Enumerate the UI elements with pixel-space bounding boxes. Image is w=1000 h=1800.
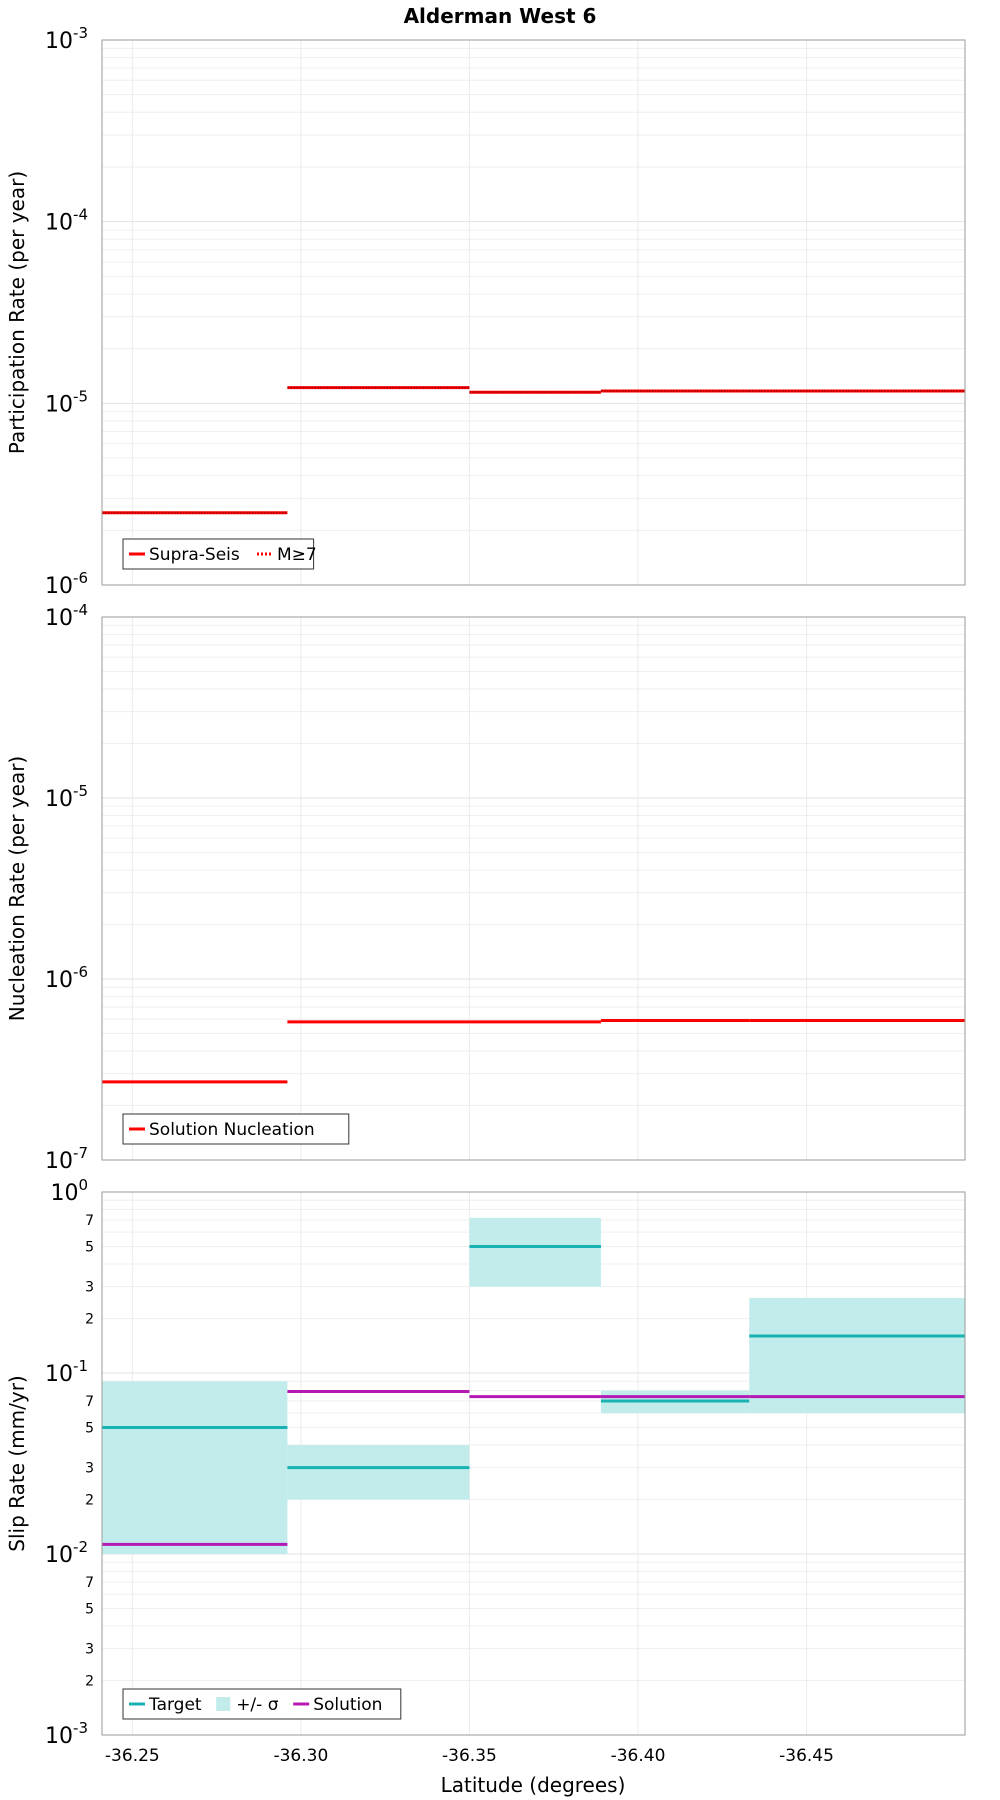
x-tick-label: -36.45 bbox=[779, 1746, 834, 1766]
sigma-band bbox=[102, 1381, 288, 1554]
plot-frame bbox=[101, 616, 966, 1161]
y-tick-label: 100 bbox=[50, 1176, 88, 1206]
y-axis-label: Nucleation Rate (per year) bbox=[5, 756, 29, 1021]
y-tick-label: 10-2 bbox=[45, 1538, 88, 1568]
legend-label: Solution Nucleation bbox=[149, 1120, 315, 1140]
chart-panel-3: 10-3 10-2 10-1 100 2 3 5 7 2 3 5 7 2 3 5 7 Slip Rate (mm… bbox=[5, 1176, 966, 1749]
y-tick-label: 10-7 bbox=[45, 1144, 88, 1174]
legend: Solution Nucleation bbox=[122, 1113, 350, 1145]
legend-swatch bbox=[216, 1697, 231, 1711]
y-axis-label: Slip Rate (mm/yr) bbox=[5, 1375, 29, 1551]
plot-area bbox=[102, 40, 965, 585]
y-minor-tick-label: 5 bbox=[85, 1239, 94, 1255]
legend-box bbox=[122, 1113, 350, 1145]
y-tick-label: 10-3 bbox=[45, 24, 88, 54]
y-tick-label: 10-1 bbox=[45, 1357, 88, 1387]
legend-box bbox=[122, 1688, 402, 1720]
y-minor-tick-label: 2 bbox=[85, 1493, 94, 1509]
plot-frame bbox=[101, 39, 966, 586]
legend-label: Target bbox=[148, 1695, 202, 1715]
y-tick-label: 10-5 bbox=[45, 782, 88, 812]
x-tick-label: -36.25 bbox=[105, 1746, 160, 1766]
y-tick-label: 10-6 bbox=[45, 963, 88, 993]
sigma-band bbox=[287, 1445, 470, 1500]
y-minor-tick-label: 3 bbox=[85, 1642, 94, 1658]
plot-frame bbox=[101, 1191, 966, 1736]
legend-label: Solution bbox=[313, 1695, 382, 1715]
y-minor-tick-label: 3 bbox=[85, 1280, 94, 1296]
x-tick-label: -36.35 bbox=[442, 1746, 497, 1766]
legend-label: +/- σ bbox=[236, 1695, 279, 1715]
chart-panel-2: 10-7 10-6 10-5 10-4 Nucleation Rate (per yea… bbox=[5, 601, 966, 1174]
y-minor-tick-label: 7 bbox=[85, 1213, 94, 1229]
x-tick-label: -36.30 bbox=[273, 1746, 328, 1766]
legend-label: Supra-Seis bbox=[149, 545, 240, 565]
y-tick-label: 10-5 bbox=[45, 387, 88, 417]
y-minor-tick-label: 5 bbox=[85, 1420, 94, 1436]
legend-box bbox=[122, 538, 315, 570]
y-tick-label: 10-4 bbox=[45, 206, 88, 236]
y-tick-label: 10-6 bbox=[45, 569, 88, 599]
sigma-band bbox=[749, 1297, 965, 1414]
legend-label: M≥7 bbox=[277, 545, 317, 565]
y-axis-label: Participation Rate (per year) bbox=[5, 171, 29, 454]
plot-area bbox=[102, 617, 965, 1160]
y-minor-tick-label: 7 bbox=[85, 1394, 94, 1410]
y-tick-label: 10-4 bbox=[45, 601, 88, 631]
legend: Supra-Seis M≥7 bbox=[122, 538, 317, 570]
legend: Target +/- σ Solution bbox=[122, 1688, 402, 1720]
y-minor-tick-label: 7 bbox=[85, 1575, 94, 1591]
y-tick-label: 10-3 bbox=[45, 1719, 88, 1749]
chart-title: Alderman West 6 bbox=[404, 4, 597, 28]
y-minor-tick-label: 5 bbox=[85, 1601, 94, 1617]
x-axis-label: Latitude (degrees) bbox=[441, 1773, 626, 1797]
y-minor-tick-label: 3 bbox=[85, 1461, 94, 1477]
y-minor-tick-label: 2 bbox=[85, 1674, 94, 1690]
sigma-band bbox=[469, 1217, 601, 1287]
y-minor-tick-label: 2 bbox=[85, 1312, 94, 1328]
x-tick-label: -36.40 bbox=[611, 1746, 666, 1766]
chart-panel-1: 10-6 10-5 10-4 10-3 Participation Rate (per … bbox=[5, 24, 966, 599]
